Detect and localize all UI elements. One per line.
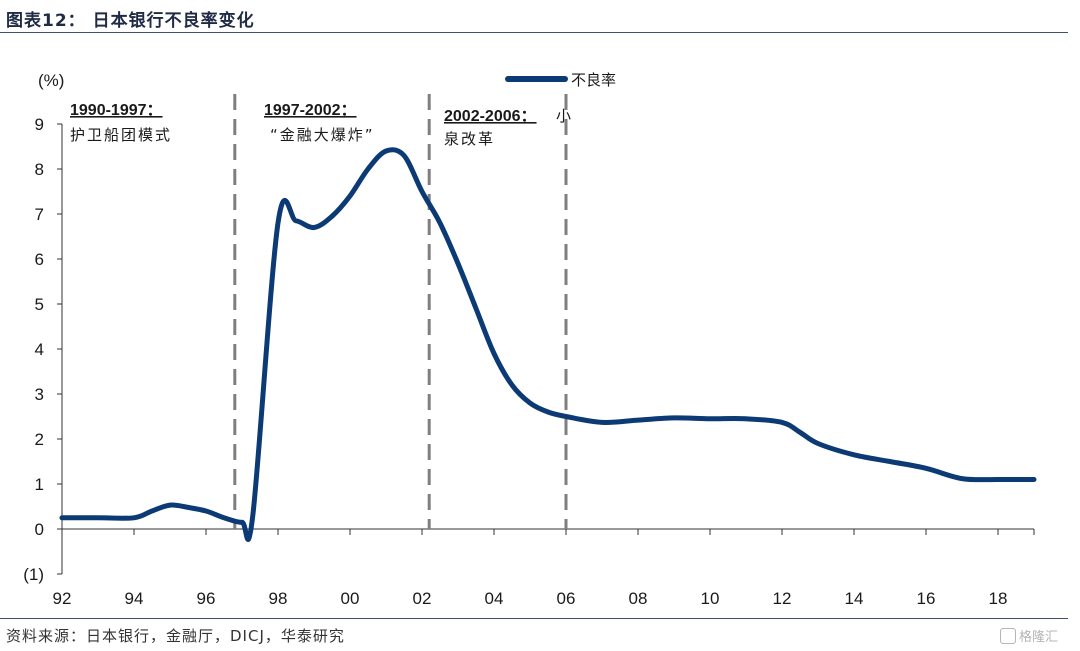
- y-axis-unit-label: (%): [38, 71, 64, 90]
- period-dividers: [233, 94, 568, 529]
- y-tick-label: 7: [35, 205, 44, 224]
- watermark-logo: 格隆汇: [1000, 626, 1058, 645]
- x-tick-label: 14: [845, 589, 864, 608]
- figure-footer: 资料来源：日本银行，金融厅，DICJ，华泰研究 格隆汇: [0, 618, 1080, 651]
- plot-area: [59, 147, 1037, 542]
- period-3-desc-label-line1: 小: [556, 107, 571, 125]
- period-1-range-label: 1990-1997：: [70, 102, 163, 119]
- period-3-desc-label-line2: 泉改革: [444, 130, 495, 148]
- period-2-range-label: 1997-2002：: [264, 102, 357, 119]
- y-tick-label: 6: [35, 250, 44, 269]
- x-tick-label: 10: [701, 589, 720, 608]
- legend-label: 不良率: [571, 71, 616, 89]
- x-tick-label: 12: [773, 589, 792, 608]
- x-tick-label: 98: [269, 589, 288, 608]
- gelonghui-logo-icon: [1000, 628, 1016, 644]
- x-tick-label: 96: [197, 589, 216, 608]
- y-tick-label: 2: [35, 430, 44, 449]
- period-annotations: 1990-1997： 护卫船团模式 1997-2002： “金融大爆炸” 2002-20…: [70, 102, 571, 148]
- y-tick-label: 8: [35, 160, 44, 179]
- x-tick-label: 04: [485, 589, 504, 608]
- x-tick-label: 94: [125, 589, 144, 608]
- y-tick-label: 9: [35, 115, 44, 134]
- chart-legend: 不良率: [505, 71, 616, 89]
- x-tick-label: 18: [989, 589, 1008, 608]
- x-tick-label: 08: [629, 589, 648, 608]
- period-1-desc-label: 护卫船团模式: [70, 126, 172, 144]
- period-3-range-label: 2002-2006：: [444, 108, 537, 125]
- figure-header: 图表12： 日本银行不良率变化: [0, 0, 1080, 34]
- y-tick-label: 1: [35, 475, 44, 494]
- source-note: 资料来源：日本银行，金融厅，DICJ，华泰研究: [6, 627, 345, 645]
- period-2-desc-label: “金融大爆炸”: [270, 126, 375, 144]
- x-tick-label: 16: [917, 589, 936, 608]
- x-tick-label: 00: [341, 589, 360, 608]
- y-tick-label: 3: [35, 385, 44, 404]
- x-tick-label: 06: [557, 589, 576, 608]
- y-tick-label: 4: [35, 340, 44, 359]
- y-tick-label: 0: [35, 520, 44, 539]
- header-rule: [0, 32, 1068, 33]
- y-tick-label: (1): [23, 565, 44, 584]
- series-line-npl-ratio: [59, 147, 1037, 542]
- footer-rule: [0, 618, 1068, 619]
- x-tick-label: 92: [53, 589, 72, 608]
- watermark-text: 格隆汇: [1019, 630, 1059, 645]
- figure-title: 图表12： 日本银行不良率变化: [6, 11, 255, 31]
- x-tick-label: 02: [413, 589, 432, 608]
- y-tick-label: 5: [35, 295, 44, 314]
